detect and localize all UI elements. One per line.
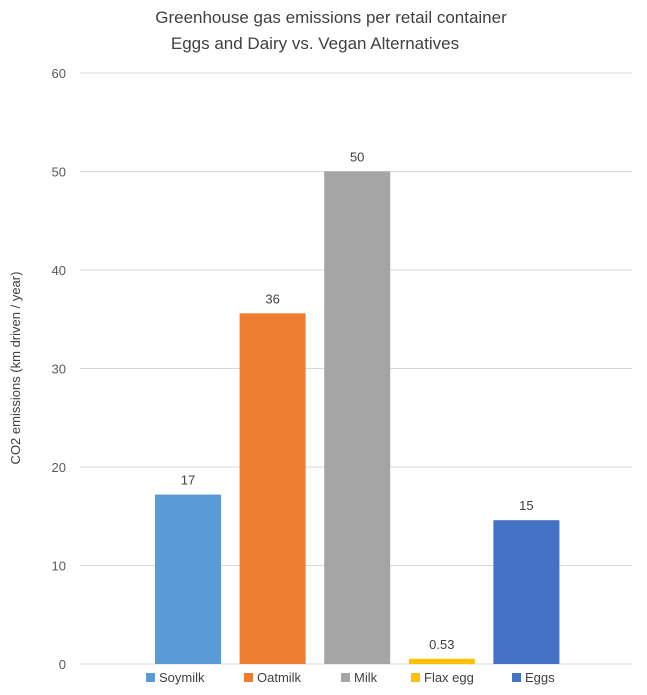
legend-swatch: [146, 673, 155, 682]
legend-label: Milk: [354, 670, 378, 685]
y-tick-label: 50: [52, 165, 66, 180]
chart-title: Greenhouse gas emissions per retail cont…: [155, 8, 507, 27]
legend-swatch: [244, 673, 253, 682]
legend: Soymilk Oatmilk Milk Flax egg Eggs: [146, 670, 555, 685]
data-label: 17: [181, 473, 195, 488]
legend-swatch: [512, 673, 521, 682]
bar-soymilk: [155, 494, 221, 664]
legend-swatch: [341, 673, 350, 682]
legend-label: Soymilk: [159, 670, 205, 685]
chart-subtitle: Eggs and Dairy vs. Vegan Alternatives: [171, 34, 459, 53]
bar-flax-egg: [408, 658, 475, 664]
data-label: 0.53: [429, 637, 454, 652]
bar-milk: [324, 171, 391, 664]
y-tick-label: 10: [52, 559, 66, 574]
y-tick-label: 0: [59, 657, 66, 672]
y-axis-title: CO2 emissions (km driven / year): [8, 272, 23, 465]
legend-label: Eggs: [525, 670, 555, 685]
data-labels: 17 36 50 0.53 15: [181, 150, 534, 652]
data-label: 50: [350, 150, 364, 165]
bar-oatmilk: [239, 313, 306, 664]
data-label: 36: [265, 291, 279, 306]
bar-eggs: [493, 520, 560, 664]
legend-label: Flax egg: [424, 670, 474, 685]
bars: [155, 171, 560, 664]
y-tick-label: 60: [52, 66, 66, 81]
legend-label: Oatmilk: [257, 670, 302, 685]
y-tick-label: 30: [52, 362, 66, 377]
y-tick-label: 20: [52, 460, 66, 475]
data-label: 15: [519, 498, 533, 513]
y-tick-label: 40: [52, 263, 66, 278]
legend-swatch: [411, 673, 420, 682]
